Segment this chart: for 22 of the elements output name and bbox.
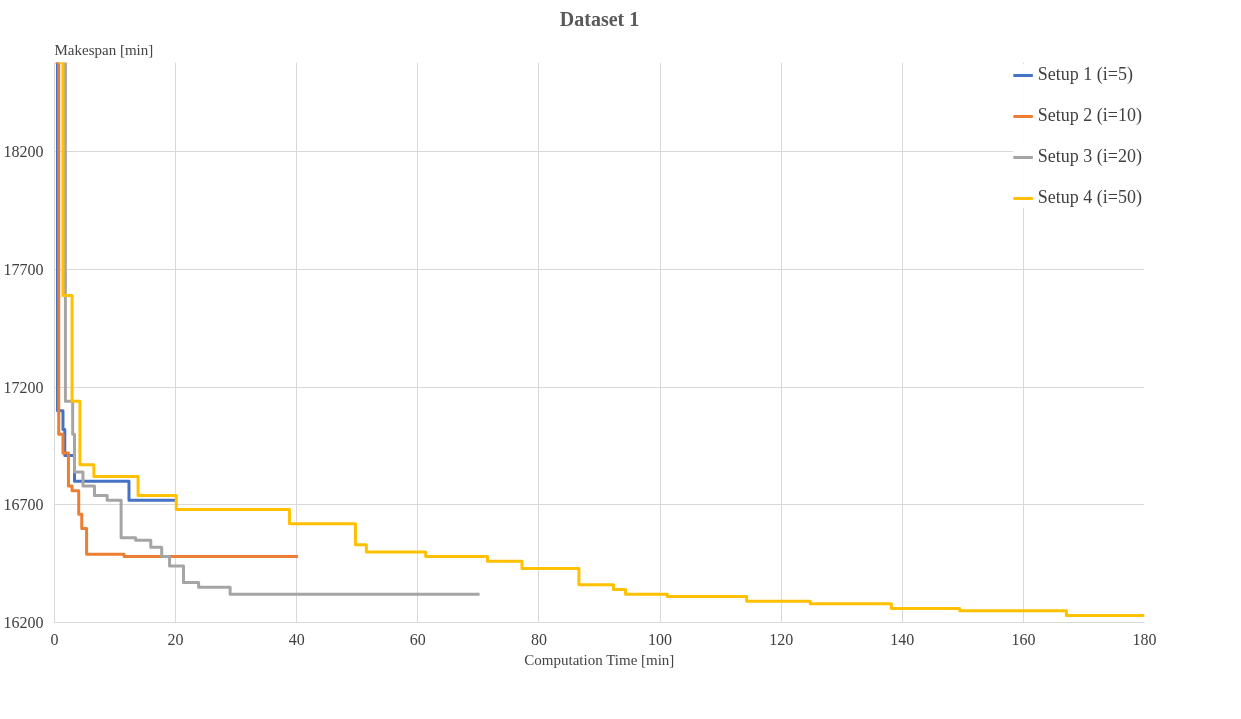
x-axis-title: Computation Time [min] — [524, 651, 675, 668]
x-tick-label: 160 — [1011, 630, 1036, 648]
legend-label: Setup 3 (i=20) — [1037, 146, 1142, 167]
y-tick-label: 16700 — [3, 496, 44, 514]
x-tick-label: 180 — [1132, 630, 1157, 648]
legend-label: Setup 4 (i=50) — [1037, 187, 1142, 208]
y-axis-title: Makespan [min] — [54, 41, 154, 58]
y-tick-label: 17200 — [3, 378, 44, 396]
x-tick-label: 120 — [769, 630, 794, 648]
legend-label: Setup 1 (i=5) — [1037, 64, 1133, 85]
x-tick-label: 140 — [890, 630, 915, 648]
x-tick-label: 60 — [409, 630, 426, 648]
x-tick-label: 80 — [530, 630, 547, 648]
x-tick-label: 100 — [648, 630, 673, 648]
y-tick-label: 18200 — [3, 143, 44, 161]
x-tick-label: 20 — [167, 630, 184, 648]
x-tick-label: 0 — [50, 630, 59, 648]
legend-label: Setup 2 (i=10) — [1037, 105, 1142, 126]
y-tick-label: 17700 — [3, 261, 44, 279]
x-tick-label: 40 — [288, 630, 305, 648]
y-tick-label: 16200 — [3, 614, 44, 631]
chart-title: Dataset 1 — [559, 7, 640, 30]
